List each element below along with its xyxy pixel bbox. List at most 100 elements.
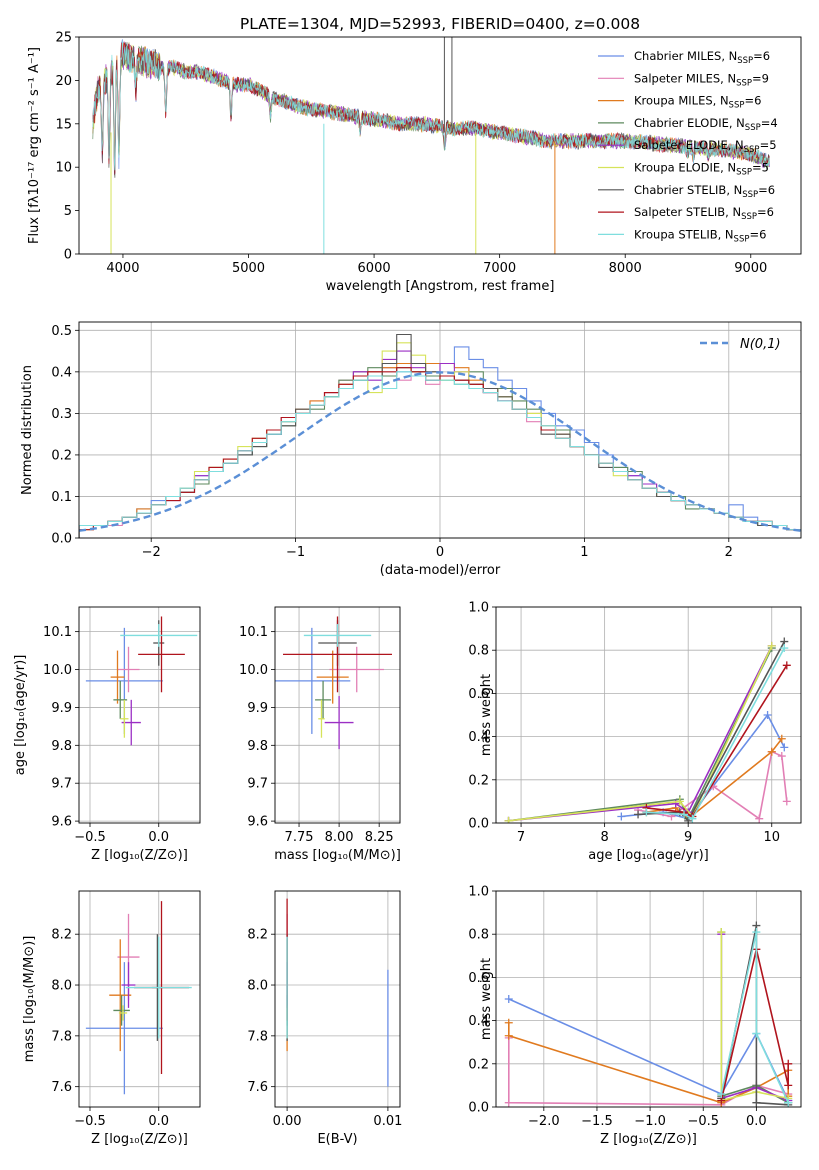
figure-title: PLATE=1304, MJD=52993, FIBERID=0400, z=0… — [240, 15, 640, 33]
y-tick-label: 0.8 — [468, 644, 489, 659]
weight_vs_age-axes: 7 8 9 10 0.0 0.2 0.4 0.6 0.8 1.0 age [log₁₀(age/yr… — [468, 601, 801, 863]
y-tick-label: 8.0 — [247, 979, 268, 994]
y-tick-label: 1.0 — [468, 885, 489, 900]
weight-marker-salpeter_miles — [782, 797, 791, 806]
x-tick-label: −1.0 — [634, 1114, 666, 1129]
weight-line-kroupa_stelib — [646, 647, 786, 820]
y-tick-label: 0.0 — [51, 532, 72, 547]
legend-label-salpeter_elodie: Salpeter ELODIE, NSSP=5 — [634, 138, 777, 155]
reference-legend-label: N(0,1) — [740, 337, 781, 352]
spectrum-xlabel: wavelength [Angstrom, rest frame] — [326, 279, 555, 294]
y-tick-label: 0.2 — [51, 448, 72, 463]
weight-marker-kroupa_stelib — [642, 808, 651, 817]
weight-line-kroupa_elodie — [720, 932, 789, 1102]
age_vs_mass-xlabel: mass [log₁₀(M/M⊙)] — [274, 848, 401, 863]
x-tick-label: 0.0 — [148, 1114, 169, 1129]
mass_vs_ebv-frame — [274, 890, 401, 1108]
weight-marker-salpeter_stelib — [784, 1059, 793, 1068]
y-tick-label: 7.8 — [247, 1029, 268, 1044]
spectrum-axes: 4000 5000 6000 7000 8000 9000 0 5 10 15 20 25 wavele… — [27, 31, 767, 295]
x-tick-label: −0.5 — [687, 1114, 719, 1129]
y-tick-label: 9.8 — [247, 739, 268, 754]
weight-marker-kroupa_miles — [767, 747, 776, 756]
x-tick-label: −0.5 — [74, 1114, 106, 1129]
weight-marker-kroupa_stelib — [717, 1090, 726, 1099]
mass_vs_ebv-axes: 0.00 0.01 7.6 7.8 8.0 8.2 E(B-V) — [247, 891, 402, 1147]
y-tick-label: 25 — [55, 31, 72, 46]
x-tick-label: 8.00 — [325, 830, 354, 845]
age_vs_Z-frame — [78, 606, 201, 824]
weight_vs_age-ylabel: mass weight — [479, 674, 494, 756]
weight-marker-kroupa_elodie — [767, 641, 776, 650]
weight-line-kroupa_elodie — [508, 645, 773, 822]
y-tick-label: 9.9 — [51, 701, 72, 716]
spectrum-frame — [78, 36, 802, 255]
y-tick-label: 10.1 — [239, 625, 268, 640]
weight-marker-chabrier_miles — [617, 812, 626, 821]
x-tick-label: −2 — [142, 545, 161, 560]
weight-marker-salpeter_stelib — [784, 1081, 793, 1090]
y-tick-label: 0.0 — [468, 817, 489, 832]
x-tick-label: 5000 — [232, 261, 265, 276]
y-tick-label: 9.6 — [247, 815, 268, 830]
histogram-series — [79, 333, 801, 538]
mass_vs_Z-xlabel: Z [log₁₀(Z/Z⊙)] — [91, 1132, 188, 1147]
x-tick-label: 8 — [600, 830, 608, 845]
weight-marker-kroupa_miles — [777, 734, 786, 743]
y-tick-label: 0.1 — [51, 490, 72, 505]
mass_vs_Z-axes: −0.5 0.0 7.6 7.8 8.0 8.2 Z [log₁₀(Z/Z⊙)] mass [… — [22, 891, 200, 1147]
x-tick-label: 9000 — [734, 261, 767, 276]
y-tick-label: 8.2 — [247, 928, 268, 943]
y-tick-label: 5 — [64, 204, 72, 219]
x-tick-label: −2.0 — [528, 1114, 560, 1129]
y-tick-label: 9.8 — [51, 739, 72, 754]
y-tick-label: 0.0 — [468, 1101, 489, 1116]
weight-marker-kroupa_miles — [504, 1018, 513, 1027]
x-tick-label: 4000 — [106, 261, 139, 276]
y-tick-label: 9.6 — [51, 815, 72, 830]
weight_vs_age-series — [504, 637, 791, 823]
y-tick-label: 7.8 — [51, 1029, 72, 1044]
y-tick-label: 0.4 — [468, 730, 489, 745]
spectrum-legend: Chabrier MILES, NSSP=6 Salpeter MILES, NS… — [598, 49, 778, 244]
x-tick-label: −1.5 — [581, 1114, 613, 1129]
residuals-frame — [78, 321, 802, 539]
x-tick-label: 6000 — [358, 261, 391, 276]
legend-label-chabrier_miles: Chabrier MILES, NSSP=6 — [634, 49, 770, 66]
weight_vs_Z-xlabel: Z [log₁₀(Z/Z⊙)] — [600, 1132, 697, 1147]
x-tick-label: 0.0 — [148, 830, 169, 845]
weight_vs_Z-series — [504, 921, 793, 1107]
weight-line-salpeter_stelib — [720, 949, 789, 1101]
weight_vs_Z-axes: −2.0 −1.5 −1.0 −0.5 0.0 0.0 0.2 0.4 0.6 0.8 1.0 Z [… — [468, 885, 801, 1147]
age_vs_Z-ylabel: age [log₁₀(age/yr)] — [13, 655, 28, 776]
x-tick-label: 1 — [580, 545, 588, 560]
y-tick-label: 20 — [55, 74, 72, 89]
weight_vs_Z-ylabel: mass weight — [479, 958, 494, 1040]
weight-marker-chabrier_stelib — [752, 1098, 761, 1107]
spectrum-line-kroupa_stelib — [92, 41, 770, 171]
weight_vs_age-frame — [495, 606, 802, 824]
age_vs_Z-xlabel: Z [log₁₀(Z/Z⊙)] — [91, 848, 188, 863]
weight-marker-salpeter_elodie — [671, 799, 680, 808]
legend-label-kroupa_stelib: Kroupa STELIB, NSSP=6 — [634, 227, 766, 244]
weight-marker-kroupa_stelib — [780, 644, 789, 653]
y-tick-label: 0 — [64, 248, 72, 263]
x-tick-label: 0.01 — [373, 1114, 402, 1129]
y-tick-label: 9.7 — [247, 777, 268, 792]
weight-marker-kroupa_miles — [504, 1031, 513, 1040]
x-tick-label: 0 — [436, 545, 444, 560]
x-tick-label: 8000 — [609, 261, 642, 276]
weight-line-salpeter_stelib — [646, 664, 788, 818]
y-tick-label: 9.7 — [51, 777, 72, 792]
weight-line-kroupa_stelib — [720, 931, 789, 1104]
age_vs_Z-axes: −0.5 0.0 9.6 9.7 9.8 9.9 10.0 10.1 Z [log₁₀(Z/Z⊙… — [13, 607, 200, 863]
residuals-ylabel: Normed distribution — [20, 365, 35, 495]
weight_vs_Z-frame — [495, 890, 802, 1108]
x-tick-label: 9 — [684, 830, 692, 845]
y-tick-label: 0.2 — [468, 773, 489, 788]
weight-marker-salpeter_miles — [777, 752, 786, 761]
weight-marker-chabrier_stelib — [634, 810, 643, 819]
y-tick-label: 0.6 — [468, 971, 489, 986]
y-tick-label: 10.0 — [239, 663, 268, 678]
